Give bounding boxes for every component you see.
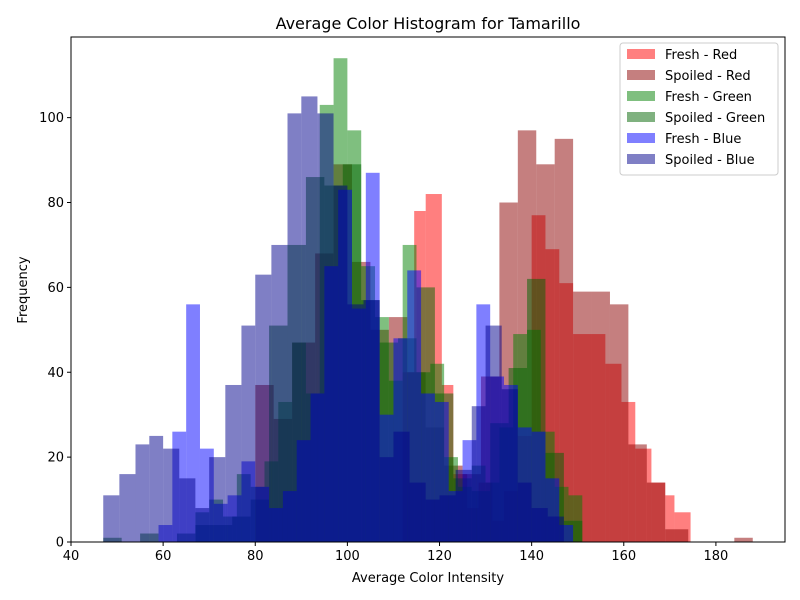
histogram-bars [103, 58, 753, 543]
x-tick-label: 140 [519, 549, 544, 564]
x-axis-ticks: 40 60 80 100 120 140 160 180 [63, 542, 728, 564]
bar-spoiled-red-19 [609, 304, 629, 542]
bar-spoiled-red-21 [646, 482, 666, 542]
legend-label-spoiled-red: Spoiled - Red [665, 69, 751, 84]
bar-spoiled-red-22 [665, 529, 689, 542]
bar-spoiled-blue-17 [363, 300, 380, 542]
bar-spoiled-blue-20 [409, 482, 426, 542]
legend-swatch-fresh-blue [627, 133, 655, 143]
y-tick-label: 80 [47, 196, 64, 211]
y-axis-title: Frequency [16, 256, 31, 323]
y-tick-label: 0 [56, 536, 64, 551]
legend-swatch-spoiled-green [627, 112, 655, 122]
x-tick-label: 160 [611, 549, 636, 564]
legend-swatch-fresh-red [627, 49, 655, 59]
bar-spoiled-red-18 [591, 291, 610, 542]
bar-spoiled-blue-4 [163, 448, 180, 542]
legend-swatch-spoiled-blue [627, 154, 655, 164]
legend-box [619, 42, 779, 176]
bar-spoiled-blue-0 [103, 495, 120, 542]
bar-spoiled-blue-13 [301, 96, 318, 542]
x-tick-label: 180 [703, 549, 728, 564]
y-axis-ticks: 0 20 40 60 80 100 [39, 111, 71, 551]
bar-spoiled-blue-1 [119, 474, 136, 542]
bar-spoiled-blue-26 [501, 389, 518, 542]
legend-swatch-fresh-green [627, 91, 655, 101]
plot-frame [70, 36, 786, 543]
bar-spoiled-blue-6 [195, 508, 210, 542]
series-spoiled-blue [103, 96, 564, 543]
bar-spoiled-blue-8 [225, 384, 242, 542]
y-tick-label: 40 [47, 366, 64, 381]
bar-spoiled-red-20 [628, 444, 647, 542]
legend-label-spoiled-blue: Spoiled - Blue [665, 153, 755, 168]
bar-spoiled-blue-3 [149, 435, 164, 542]
y-tick-label: 60 [47, 281, 64, 296]
bar-spoiled-red-17 [573, 291, 592, 542]
x-tick-label: 40 [63, 549, 80, 564]
bar-spoiled-red-23 [734, 537, 753, 542]
bar-fresh-red-19 [665, 495, 675, 542]
x-tick-label: 80 [247, 549, 264, 564]
bar-spoiled-blue-19 [393, 431, 410, 542]
legend-label-fresh-red: Fresh - Red [665, 48, 737, 63]
bar-spoiled-blue-10 [255, 274, 272, 542]
bar-spoiled-blue-11 [271, 244, 288, 543]
bar-spoiled-blue-7 [209, 457, 226, 542]
legend: Fresh - Red Spoiled - Red Fresh - Green Spo… [619, 42, 779, 176]
bar-spoiled-blue-16 [347, 304, 364, 542]
bar-spoiled-blue-23 [455, 469, 472, 542]
bar-spoiled-blue-25 [485, 325, 502, 542]
legend-label-spoiled-green: Spoiled - Green [665, 111, 765, 126]
y-tick-label: 100 [39, 111, 64, 126]
legend-label-fresh-blue: Fresh - Blue [665, 132, 741, 147]
bar-spoiled-blue-29 [547, 516, 564, 542]
legend-swatch-spoiled-red [627, 70, 655, 80]
bar-spoiled-blue-5 [179, 478, 196, 542]
x-axis-title: Average Color Intensity [352, 571, 504, 586]
x-tick-label: 100 [335, 549, 360, 564]
bar-spoiled-blue-18 [379, 457, 394, 542]
bar-spoiled-blue-2 [135, 444, 150, 542]
bar-spoiled-blue-28 [531, 508, 548, 542]
x-tick-label: 120 [427, 549, 452, 564]
bar-spoiled-blue-12 [287, 113, 302, 543]
bar-spoiled-blue-22 [439, 495, 456, 542]
bar-spoiled-blue-9 [241, 325, 256, 542]
chart-title: Average Color Histogram for Tamarillo [276, 14, 581, 33]
y-tick-label: 20 [47, 451, 64, 466]
bar-fresh-blue-18 [407, 270, 422, 542]
bar-spoiled-red-16 [554, 138, 574, 542]
legend-label-fresh-green: Fresh - Green [665, 90, 752, 105]
x-tick-label: 60 [155, 549, 172, 564]
bar-spoiled-blue-21 [425, 499, 440, 542]
bar-spoiled-blue-15 [333, 185, 348, 542]
bar-spoiled-blue-24 [471, 406, 486, 542]
bar-spoiled-blue-14 [317, 113, 334, 543]
bar-spoiled-blue-27 [517, 482, 532, 542]
